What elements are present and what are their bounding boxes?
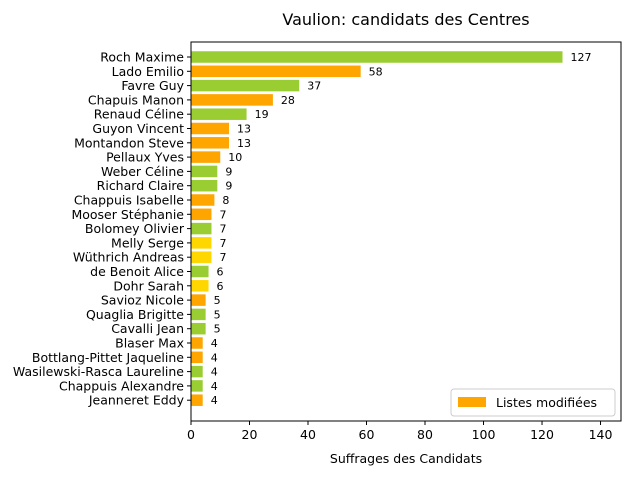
bar-blaser-max bbox=[191, 337, 203, 349]
category-label: Melly Serge bbox=[111, 235, 184, 250]
category-label: Chapuis Manon bbox=[88, 92, 184, 107]
category-label: Roch Maxime bbox=[100, 50, 184, 65]
bar-wuthrich-andreas bbox=[191, 251, 212, 263]
data-label: 8 bbox=[222, 194, 229, 207]
category-label: Dohr Sarah bbox=[113, 278, 184, 293]
data-label: 4 bbox=[211, 380, 218, 393]
legend-label: Listes modifiées bbox=[496, 395, 597, 410]
category-label: Bottlang-Pittet Jaqueline bbox=[32, 350, 184, 365]
category-label: Lado Emilio bbox=[112, 64, 184, 79]
data-label: 13 bbox=[237, 123, 251, 136]
bar-savioz-nicole bbox=[191, 294, 206, 306]
category-label: Wasilewski-Rasca Laureline bbox=[13, 364, 184, 379]
data-label: 5 bbox=[214, 308, 221, 321]
bar-bolomey-olivier bbox=[191, 222, 212, 235]
data-label: 7 bbox=[219, 208, 226, 221]
bar-chappuis-isabelle bbox=[191, 194, 215, 206]
data-label: 37 bbox=[307, 80, 321, 93]
category-label: Richard Claire bbox=[97, 178, 185, 193]
bar-quaglia-brigitte bbox=[191, 308, 206, 321]
category-label: Savioz Nicole bbox=[101, 293, 184, 308]
plot-frame bbox=[190, 41, 622, 422]
bar-jeanneret-eddy bbox=[191, 394, 203, 406]
x-tick-label: 40 bbox=[300, 427, 316, 442]
category-label: Bolomey Olivier bbox=[85, 221, 185, 236]
x-tick-label: 60 bbox=[359, 427, 375, 442]
category-label: Favre Guy bbox=[121, 78, 184, 93]
legend: Listes modifiées bbox=[450, 388, 616, 417]
data-label: 10 bbox=[228, 151, 242, 164]
legend-swatch-listes-modifiees bbox=[458, 397, 486, 407]
x-tick-label: 120 bbox=[530, 427, 554, 442]
bar-chappuis-alexandre bbox=[191, 380, 203, 392]
category-label: Quaglia Brigitte bbox=[86, 307, 184, 322]
bar-wasilewski-rasca-laureline bbox=[191, 365, 203, 378]
category-label: Jeanneret Eddy bbox=[88, 393, 185, 408]
x-tick-label: 20 bbox=[242, 427, 258, 442]
bar-dohr-sarah bbox=[191, 280, 209, 292]
data-label: 127 bbox=[570, 51, 591, 64]
data-label: 4 bbox=[211, 366, 218, 379]
bar-roch-maxime bbox=[191, 51, 563, 63]
legend-frame bbox=[450, 388, 616, 417]
bar-favre-guy bbox=[191, 79, 300, 92]
data-label: 13 bbox=[237, 137, 251, 150]
bar-bottlang-pittet-jaqueline bbox=[191, 351, 203, 364]
category-label: Chappuis Alexandre bbox=[59, 378, 184, 393]
category-label: Guyon Vincent bbox=[92, 121, 184, 136]
data-label: 6 bbox=[217, 266, 224, 279]
data-label: 7 bbox=[219, 237, 226, 250]
data-label: 19 bbox=[255, 108, 269, 121]
data-label: 9 bbox=[225, 165, 232, 178]
bar-guyon-vincent bbox=[191, 122, 230, 135]
data-label: 4 bbox=[211, 351, 218, 364]
category-label: Wüthrich Andreas bbox=[73, 250, 184, 265]
data-label: 5 bbox=[214, 294, 221, 307]
bar-montandon-steve bbox=[191, 137, 230, 149]
category-label: Renaud Céline bbox=[94, 107, 185, 122]
x-tick-label: 80 bbox=[417, 427, 433, 442]
bar-melly-serge bbox=[191, 237, 212, 249]
x-tick-label: 140 bbox=[589, 427, 613, 442]
category-label: Chappuis Isabelle bbox=[74, 193, 184, 208]
data-label: 4 bbox=[211, 394, 218, 407]
bar-richard-claire bbox=[191, 179, 218, 192]
category-label: Blaser Max bbox=[115, 336, 184, 351]
bar-pellaux-yves bbox=[191, 151, 221, 163]
category-label: Montandon Steve bbox=[74, 135, 184, 150]
data-label: 4 bbox=[211, 337, 218, 350]
bar-mooser-stephanie bbox=[191, 208, 212, 221]
category-label: Pellaux Yves bbox=[106, 150, 184, 165]
data-label: 6 bbox=[217, 280, 224, 293]
x-axis-label: Suffrages des Candidats bbox=[330, 451, 482, 466]
data-label: 7 bbox=[219, 251, 226, 264]
bar-lado-emilio bbox=[191, 65, 361, 78]
bar-chapuis-manon bbox=[191, 94, 273, 106]
bar-weber-celine bbox=[191, 165, 218, 178]
data-label: 28 bbox=[281, 94, 295, 107]
data-label: 7 bbox=[219, 223, 226, 236]
category-label: de Benoit Alice bbox=[90, 264, 184, 279]
bar-renaud-celine bbox=[191, 108, 247, 120]
x-tick-label: 100 bbox=[472, 427, 496, 442]
chart-title: Vaulion: candidats des Centres bbox=[282, 10, 529, 29]
x-tick-label: 0 bbox=[187, 427, 195, 442]
category-label: Weber Céline bbox=[101, 164, 184, 179]
category-label: Cavalli Jean bbox=[111, 321, 184, 336]
data-label: 58 bbox=[369, 65, 383, 78]
data-label: 9 bbox=[225, 180, 232, 193]
bar-de-benoit-alice bbox=[191, 265, 209, 278]
data-label: 5 bbox=[214, 323, 221, 336]
bar-cavalli-jean bbox=[191, 322, 206, 335]
category-label: Mooser Stéphanie bbox=[71, 207, 184, 222]
